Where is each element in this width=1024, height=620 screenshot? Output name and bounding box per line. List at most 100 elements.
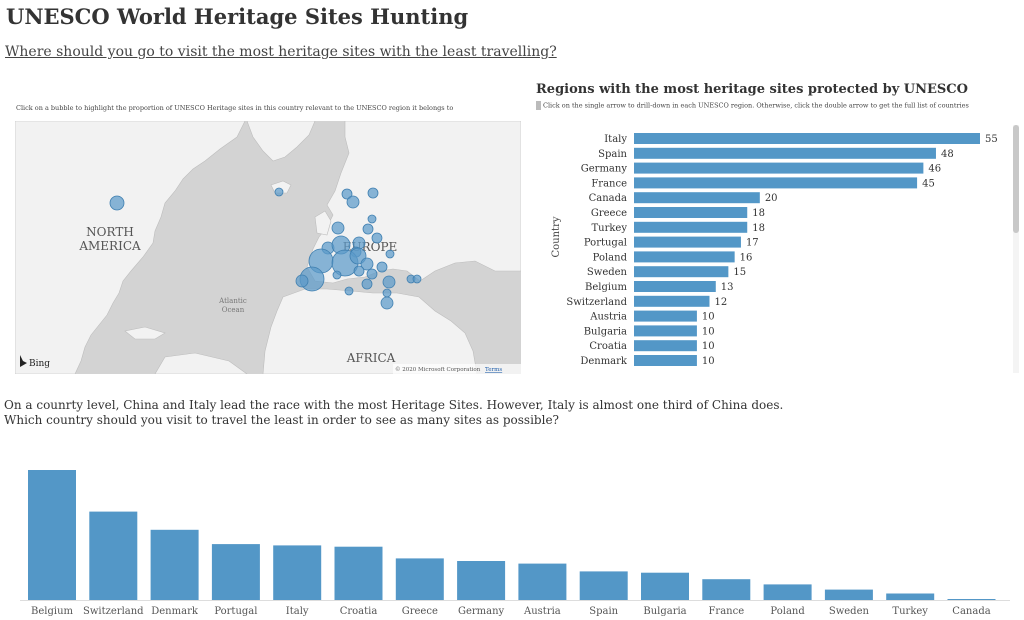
bubble-austria[interactable] — [349, 247, 367, 265]
category-label: Turkey — [892, 606, 928, 617]
map-label-atlantic: Atlantic — [218, 297, 247, 305]
svg-text:Bing: Bing — [29, 359, 50, 369]
bar[interactable] — [634, 177, 918, 189]
bubble-latvia[interactable] — [362, 223, 374, 235]
country-bar-chart[interactable]: Country Italy 55 Spain 48 Germany 46 France 45 Ca… — [536, 125, 1006, 370]
bubble-belarus[interactable] — [371, 232, 383, 244]
category-label: Greece — [591, 208, 627, 219]
drill-arrow-marker[interactable] — [536, 101, 541, 110]
bubble-estonia[interactable] — [367, 214, 377, 224]
bubble-canada[interactable] — [109, 195, 125, 211]
bar[interactable] — [634, 251, 735, 263]
bar[interactable] — [824, 589, 873, 600]
category-label: Germany — [581, 164, 628, 175]
bubble-denmark[interactable] — [331, 221, 345, 235]
bar[interactable] — [634, 207, 748, 218]
bar[interactable] — [634, 147, 936, 159]
bubble-armenia[interactable] — [412, 274, 422, 284]
category-label: Italy — [286, 606, 309, 617]
map-instruction: Click on a bubble to highlight the propo… — [16, 104, 454, 112]
bar[interactable] — [634, 192, 760, 204]
value-label: 18 — [752, 208, 765, 219]
bar[interactable] — [634, 325, 697, 337]
bubble-serbia[interactable] — [366, 268, 378, 280]
value-label: 48 — [941, 149, 954, 160]
bar-chart-scroll-thumb[interactable] — [1013, 125, 1019, 233]
map-bubbles[interactable] — [109, 187, 422, 310]
bar[interactable] — [634, 340, 697, 352]
category-label: Poland — [770, 606, 805, 617]
bar[interactable] — [634, 221, 748, 233]
category-label: Bulgaria — [584, 326, 627, 337]
bubble-bulgaria[interactable] — [361, 278, 373, 290]
value-label: 12 — [714, 297, 727, 308]
category-label: Portugal — [214, 606, 257, 617]
bar[interactable] — [886, 593, 935, 601]
category-label: Sweden — [587, 267, 628, 278]
value-label: 10 — [702, 341, 715, 352]
map-land-africa — [262, 288, 478, 374]
category-label: Canada — [952, 606, 990, 617]
bar[interactable] — [634, 162, 924, 174]
category-label: Denmark — [151, 606, 199, 617]
heritage-map[interactable]: NORTH AMERICA EUROPE Atlantic Ocean AFRI… — [15, 121, 521, 374]
bar[interactable] — [395, 558, 444, 600]
bubble-malta[interactable] — [344, 286, 354, 296]
bubble-sweden[interactable] — [346, 195, 360, 209]
y-axis-label: Country — [551, 216, 562, 257]
bar[interactable] — [518, 563, 567, 600]
bubble-cyprus[interactable] — [382, 288, 392, 298]
bubble-romania[interactable] — [376, 261, 388, 273]
bar[interactable] — [211, 544, 260, 600]
value-label: 10 — [702, 356, 715, 367]
bar[interactable] — [702, 579, 751, 600]
bar[interactable] — [150, 529, 199, 600]
bubble-ukraine[interactable] — [385, 249, 395, 259]
bar[interactable] — [634, 281, 716, 292]
bing-logo: Bing — [20, 355, 50, 369]
bubble-norway[interactable] — [341, 188, 353, 200]
bubble-hungary[interactable] — [360, 257, 374, 271]
map-terms-link[interactable]: Terms — [485, 367, 502, 373]
bar-chart-title: Regions with the most heritage sites pro… — [536, 82, 968, 97]
bar[interactable] — [89, 511, 138, 600]
bar[interactable] — [763, 584, 812, 600]
bubble-greece[interactable] — [380, 296, 394, 310]
category-label: Sweden — [829, 606, 870, 617]
category-label: Croatia — [340, 606, 378, 617]
bar[interactable] — [641, 572, 689, 600]
bubble-turkey[interactable] — [382, 275, 396, 289]
bubble-switzerland[interactable] — [332, 270, 342, 280]
category-label: Poland — [593, 252, 628, 263]
bar[interactable] — [634, 236, 741, 248]
bubble-finland[interactable] — [367, 187, 379, 199]
map-land-uk — [314, 210, 332, 236]
bar[interactable] — [273, 545, 322, 600]
bar[interactable] — [947, 599, 996, 600]
bubble-iceland[interactable] — [274, 187, 284, 197]
map-label-africa: AFRICA — [346, 351, 396, 365]
category-label: France — [591, 178, 627, 189]
value-label: 10 — [702, 326, 715, 337]
bar[interactable] — [634, 355, 697, 366]
bar[interactable] — [634, 310, 697, 322]
bar[interactable] — [634, 295, 710, 307]
page-title: UNESCO World Heritage Sites Hunting — [6, 4, 469, 29]
bar[interactable] — [28, 470, 76, 600]
page-subtitle: Where should you go to visit the most he… — [5, 44, 557, 60]
map-label-ocean: Ocean — [222, 306, 245, 314]
bar[interactable] — [634, 266, 729, 278]
bar-chart-scrollbar[interactable] — [1013, 125, 1019, 373]
category-label: Austria — [589, 312, 627, 323]
bubble-croatia[interactable] — [353, 265, 365, 277]
category-label: Turkey — [591, 223, 627, 234]
map-label-america: AMERICA — [78, 239, 141, 253]
bubble-portugal[interactable] — [295, 274, 309, 288]
ratio-bar-chart[interactable]: Belgium Switzerland Denmark Portugal Italy Cr… — [0, 455, 1024, 620]
bar[interactable] — [634, 133, 980, 144]
bar[interactable] — [334, 546, 383, 600]
bar[interactable] — [457, 561, 506, 600]
category-label: Bulgaria — [643, 606, 686, 617]
bar[interactable] — [579, 571, 628, 600]
value-label: 13 — [721, 282, 734, 293]
